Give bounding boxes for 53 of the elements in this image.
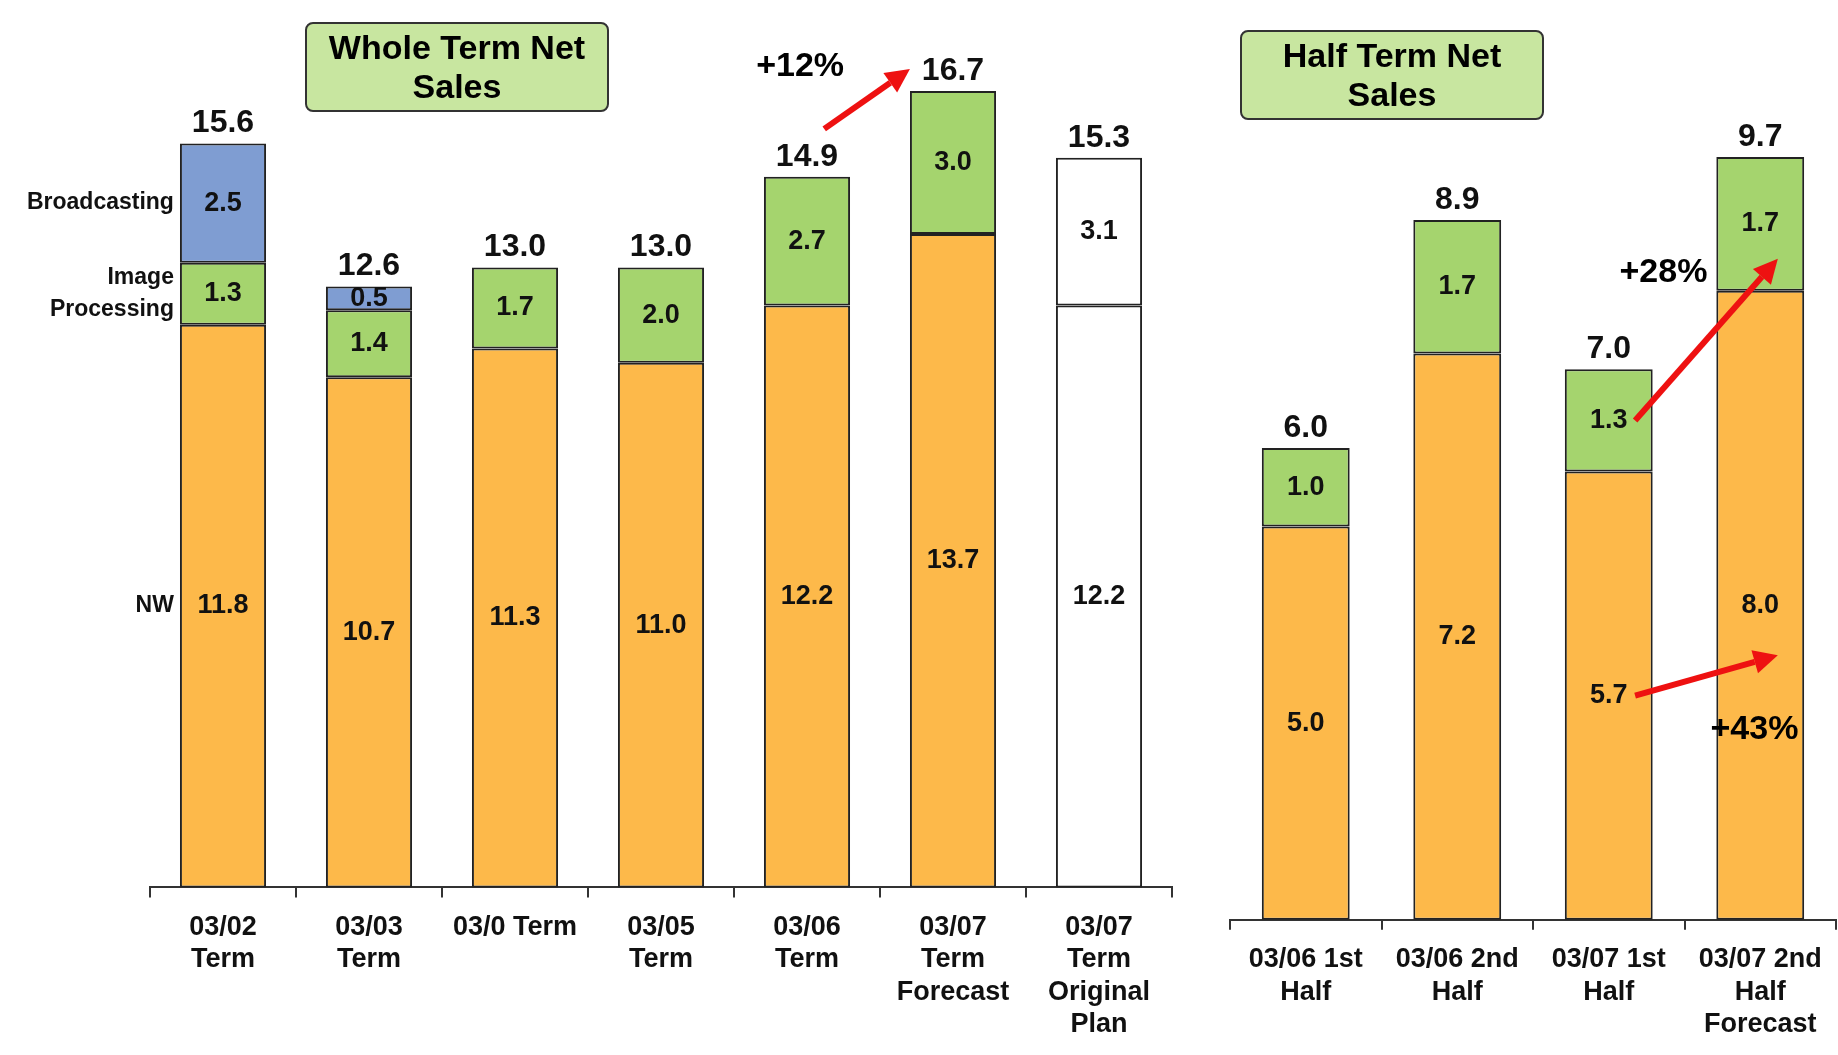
data-label: 2.0 — [642, 298, 680, 329]
data-label: 3.1 — [1080, 215, 1118, 246]
data-label: 1.7 — [1741, 207, 1780, 238]
data-label: 11.0 — [635, 608, 687, 639]
total-label: 8.9 — [1435, 179, 1480, 216]
x-tick-label: 03/07 2nd Half Forecast — [1698, 943, 1822, 1039]
data-label: 1.3 — [204, 277, 242, 308]
x-tick-label: 03/0 Term — [452, 911, 578, 942]
x-tick-label: 03/07 Term Original Plan — [1047, 911, 1151, 1039]
data-label: 1.7 — [496, 291, 534, 322]
x-tick-label: 03/05 Term — [627, 911, 695, 974]
x-tick-label: 03/07 Term Forecast — [896, 911, 1010, 1006]
series-label: Image Processing — [49, 263, 174, 322]
data-label: 11.3 — [489, 601, 541, 632]
total-label: 16.7 — [921, 50, 985, 87]
data-label: 13.7 — [926, 544, 980, 575]
data-label: 5.7 — [1589, 679, 1628, 710]
data-label: 7.2 — [1438, 620, 1477, 651]
data-label: 1.7 — [1438, 270, 1477, 301]
series-label: Broadcasting — [26, 188, 174, 215]
x-tick-label: 03/06 1st Half — [1248, 943, 1363, 1006]
text: +12% — [756, 44, 845, 84]
x-tick-label: 03/02 Term — [189, 911, 257, 974]
data-label: 12.2 — [1072, 579, 1126, 610]
data-label: 12.2 — [780, 579, 834, 610]
data-label: 1.4 — [350, 327, 388, 358]
total-label: 6.0 — [1283, 407, 1328, 444]
data-label: 1.0 — [1286, 470, 1325, 501]
data-label: 3.0 — [934, 145, 972, 176]
series-label: NW — [135, 591, 175, 618]
total-label: 12.6 — [337, 246, 401, 283]
x-tick-label: 03/03 Term — [335, 911, 403, 974]
x-tick-label: 03/06 2nd Half — [1395, 943, 1519, 1006]
data-label: 11.8 — [197, 589, 249, 620]
annotation: +28% — [1619, 250, 1708, 290]
total-label: 9.7 — [1738, 116, 1783, 153]
chart-title: Half Term Net Sales — [1240, 30, 1544, 121]
total-label: 13.0 — [483, 227, 547, 264]
x-tick-label: 03/07 1st Half — [1551, 943, 1666, 1006]
data-label: 8.0 — [1741, 588, 1780, 619]
data-label: 0.5 — [350, 281, 388, 312]
total-label: 15.6 — [191, 103, 255, 140]
total-label: 13.0 — [629, 227, 693, 264]
total-label: 14.9 — [775, 136, 839, 173]
total-label: 7.0 — [1586, 329, 1631, 366]
chart-title: Whole Term Net Sales — [305, 22, 609, 113]
data-label: 2.7 — [788, 224, 826, 255]
x-tick-label: 03/06 Term — [773, 911, 841, 974]
data-label: 2.5 — [204, 186, 242, 217]
data-label: 1.3 — [1589, 403, 1628, 434]
data-label: 10.7 — [342, 615, 396, 646]
total-label: 15.3 — [1067, 117, 1131, 154]
data-label: 5.0 — [1286, 706, 1325, 737]
